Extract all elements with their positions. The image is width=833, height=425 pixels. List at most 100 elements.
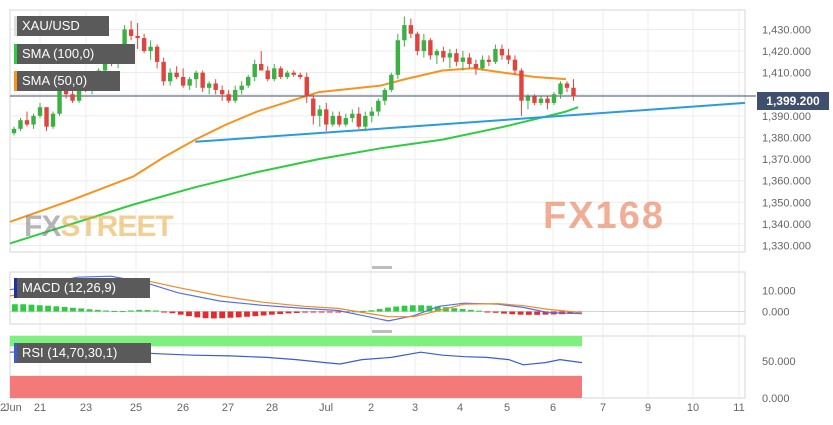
macd-tick-label: 10.000 <box>762 286 796 298</box>
candle-body <box>434 51 440 56</box>
macd-histogram-bar <box>227 311 234 318</box>
candle-body <box>330 115 335 125</box>
candle-body <box>369 111 375 116</box>
x-tick-label: 5 <box>504 402 510 414</box>
macd-histogram-bar <box>70 307 76 312</box>
panel-resize-handle-0 <box>372 266 392 269</box>
macd-histogram-bar <box>119 311 126 313</box>
candle-body <box>519 70 524 101</box>
macd-histogram-bar <box>401 305 408 312</box>
x-tick-label: 3 <box>412 402 418 414</box>
instrument-legend[interactable]: XAU/USD <box>14 16 109 36</box>
candle-body <box>219 89 225 95</box>
macd-legend[interactable]: MACD (12,26,9) <box>14 278 150 298</box>
price-tick-label: 1,340.000 <box>762 219 811 231</box>
candle-body <box>31 115 36 125</box>
sma50-label: SMA (50,0) <box>22 73 88 88</box>
candle-body <box>298 74 303 77</box>
macd-histogram-bar <box>136 309 143 312</box>
macd-histogram-bar <box>235 311 242 318</box>
candle-body <box>376 100 381 112</box>
candle-body <box>486 59 492 62</box>
rsi-legend[interactable]: RSI (14,70,30,1) <box>14 343 151 363</box>
candle-body <box>311 98 316 116</box>
macd-histogram-bar <box>285 311 292 314</box>
x-tick-label: 23 <box>80 402 92 414</box>
macd-swatch <box>14 278 17 298</box>
sma100-swatch <box>14 44 17 64</box>
rsi-overbought-zone <box>10 336 582 347</box>
candle-body <box>11 128 17 134</box>
candle-body <box>285 72 290 77</box>
price-tick-label: 1,410.000 <box>762 68 811 80</box>
x-tick-label: 9 <box>645 402 651 414</box>
sma100-line <box>9 106 579 245</box>
instrument-swatch <box>14 16 17 36</box>
x-tick-label: 6 <box>550 402 556 414</box>
candle-body <box>571 87 576 97</box>
macd-histogram-bar <box>20 304 27 312</box>
candle-body <box>447 53 453 58</box>
macd-histogram-bar <box>418 305 425 312</box>
candle-body <box>226 94 231 101</box>
macd-histogram-bar <box>335 311 342 313</box>
sma50-legend[interactable]: SMA (50,0) <box>14 71 120 91</box>
candle-body <box>415 33 420 52</box>
candle-body <box>551 94 557 103</box>
macd-histogram-bar <box>36 305 43 312</box>
candle-body <box>558 83 563 95</box>
candle-body <box>37 107 43 116</box>
macd-histogram-bar <box>268 311 275 315</box>
candle-body <box>304 76 309 97</box>
macd-label: MACD (12,26,9) <box>22 280 116 295</box>
candle-body <box>272 68 277 80</box>
candle-body <box>473 64 479 69</box>
candle-body <box>291 72 296 75</box>
candle-body <box>480 59 485 69</box>
candle-body <box>460 57 466 62</box>
candle-body <box>467 57 472 65</box>
x-tick-label: 12 <box>0 402 6 414</box>
macd-histogram-bar <box>409 305 416 312</box>
macd-histogram-bar <box>45 305 51 312</box>
candle-body <box>317 109 322 116</box>
x-tick-label: 7 <box>600 402 606 414</box>
candle-body <box>50 113 56 127</box>
candle-body <box>57 89 62 114</box>
rsi-swatch <box>14 343 17 363</box>
macd-histogram-bar <box>53 306 60 312</box>
panel-resize-handle-1 <box>372 330 392 333</box>
candle-body <box>545 98 550 103</box>
candle-body <box>206 83 212 88</box>
macd-histogram-bar <box>509 311 516 315</box>
macd-histogram-bar <box>177 311 184 315</box>
macd-histogram-bar <box>327 311 333 313</box>
macd-histogram-bar <box>484 311 491 313</box>
panel-frame-0 <box>9 9 746 253</box>
candle-body <box>538 98 544 103</box>
sma100-legend[interactable]: SMA (100,0) <box>14 44 135 64</box>
candle-body <box>493 48 498 62</box>
macd-histogram-bar <box>252 311 259 317</box>
candle-body <box>454 53 459 62</box>
candle-body <box>44 107 49 127</box>
macd-histogram-bar <box>128 310 134 312</box>
macd-histogram-bar <box>376 309 383 312</box>
candle-body <box>24 120 30 125</box>
candle-body <box>402 25 407 41</box>
candle-body <box>154 46 160 62</box>
macd-histogram-bar <box>202 311 209 319</box>
candle-body <box>148 46 153 52</box>
rsi-tick-label: 0.000 <box>762 393 790 405</box>
macd-histogram-bar <box>293 311 300 313</box>
macd-histogram-bar <box>385 307 391 312</box>
fx168-watermark: FX168 <box>543 195 665 237</box>
candle-body <box>122 29 127 54</box>
candle-body <box>532 96 537 103</box>
instrument-label: XAU/USD <box>22 18 80 33</box>
candle-body <box>174 72 179 77</box>
panel-frame-1 <box>9 271 746 325</box>
candle-body <box>180 76 186 86</box>
